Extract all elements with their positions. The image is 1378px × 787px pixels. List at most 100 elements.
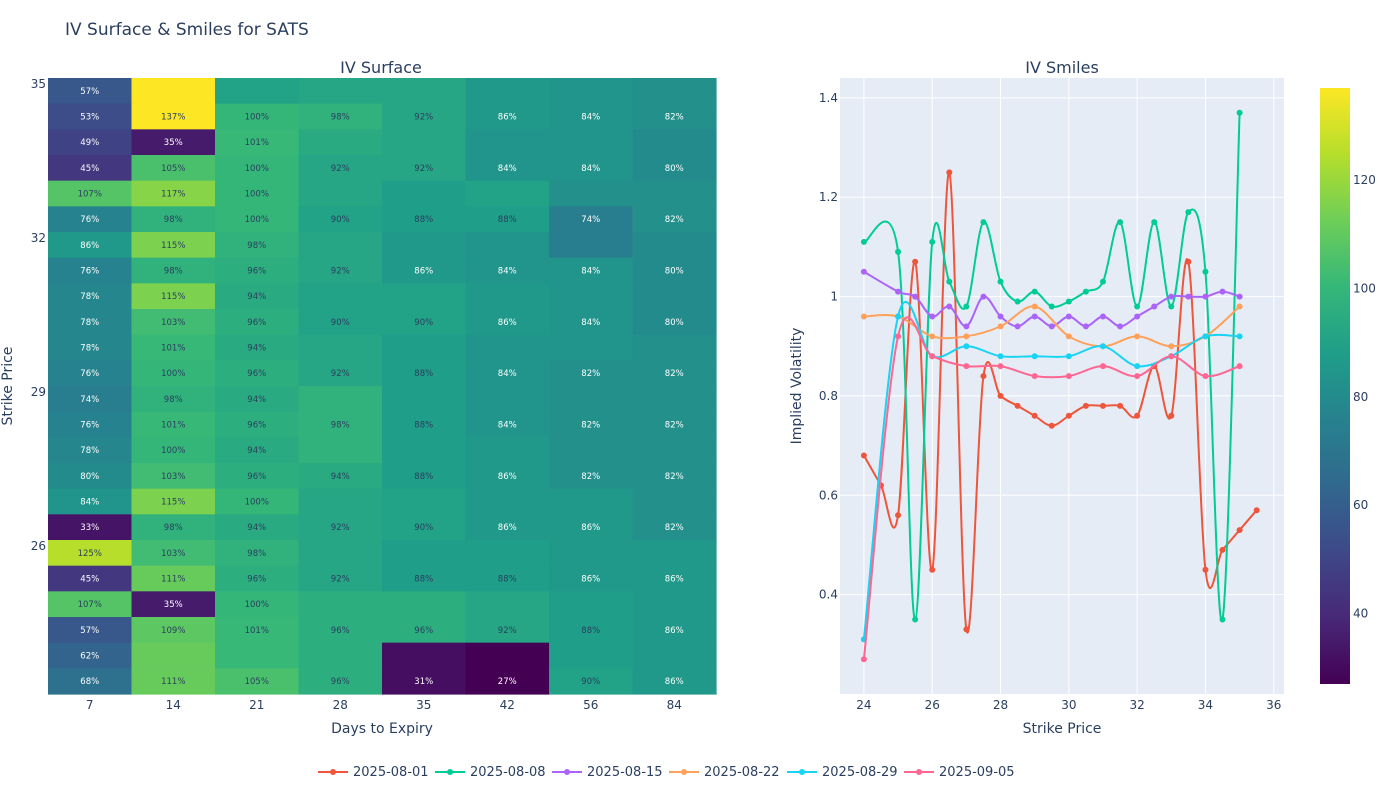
heatmap-cell (48, 334, 133, 361)
smile-point (1065, 353, 1072, 360)
heatmap-y-tick: 26 (31, 539, 46, 553)
heatmap-cell-label: 88% (414, 215, 433, 225)
heatmap-cell (382, 463, 467, 490)
heatmap-cell (382, 129, 467, 156)
heatmap-title: IV Surface (340, 58, 422, 77)
heatmap-cell (465, 129, 550, 156)
legend-item[interactable]: 2025-08-29 (787, 763, 898, 781)
heatmap-cell-label: 125% (78, 549, 102, 559)
heatmap-cell (465, 437, 550, 464)
heatmap-cell (48, 309, 133, 336)
smile-series-2025-08-22 (860, 303, 1243, 350)
colorbar-tick: 40 (1353, 607, 1368, 621)
heatmap-cell-label: 90% (331, 215, 350, 225)
heatmap-cell-label: 88% (414, 369, 433, 379)
heatmap-cell (549, 180, 634, 207)
heatmap-cell-label: 84% (498, 164, 517, 174)
smile-point (963, 323, 970, 330)
heatmap-cell (298, 129, 383, 156)
heatmap-cell-label: 78% (80, 318, 99, 328)
smile-point (1082, 323, 1089, 330)
heatmap-cell (465, 488, 550, 515)
heatmap-cell (298, 206, 383, 233)
legend-item[interactable]: 2025-08-01 (318, 763, 429, 781)
heatmap-cell (632, 437, 717, 464)
heatmap-cell-label: 98% (164, 215, 183, 225)
axes: 7 14 21 28 35 42 56 84 35 32 29 26 24 26 28 30 32 34 36 0.4… (31, 77, 1282, 712)
heatmap-cell-label: 76% (80, 215, 99, 225)
legend-swatch (787, 763, 817, 781)
smiles-x-axis-title: Strike Price (1022, 721, 1102, 737)
heatmap-cell-label: 57% (80, 87, 99, 97)
heatmap-cell (465, 617, 550, 644)
heatmap-cell (131, 642, 216, 669)
heatmap-cell (549, 488, 634, 515)
heatmap-cell (48, 129, 133, 156)
heatmap-cell (549, 591, 634, 618)
heatmap-cell-label: 96% (247, 575, 266, 585)
heatmap-cell (465, 540, 550, 567)
legend-item[interactable]: 2025-08-08 (435, 763, 546, 781)
smile-point (929, 566, 936, 573)
heatmap-cell (465, 411, 550, 438)
smile-point (860, 452, 867, 459)
smile-point (946, 278, 953, 285)
smile-point (1236, 527, 1243, 534)
smile-point (860, 238, 867, 245)
heatmap-cell (48, 668, 133, 695)
heatmap-cell (298, 78, 383, 105)
heatmap-cell-label: 86% (665, 677, 684, 687)
smile-point (1031, 412, 1038, 419)
heatmap-cell-label: 84% (581, 267, 600, 277)
heatmap-cell-label: 96% (247, 472, 266, 482)
heatmap-cell (549, 257, 634, 284)
heatmap-cell (465, 668, 550, 695)
heatmap-y-tick: 32 (31, 231, 46, 245)
heatmap-x-tick: 84 (667, 698, 682, 712)
legend-item[interactable]: 2025-08-15 (552, 763, 663, 781)
heatmap-cell (131, 257, 216, 284)
smile-point (980, 373, 987, 380)
heatmap-cell (215, 78, 300, 105)
heatmap-cell (131, 437, 216, 464)
heatmap-cell (131, 540, 216, 567)
heatmap-cell-label: 98% (247, 549, 266, 559)
heatmap-cell (298, 180, 383, 207)
heatmap: 57% 53% 137% 100% 98% 92% 86% 84% 82% 49% 35% 101% 4… (48, 78, 717, 695)
colorbar: 40 60 80 100 120 (1320, 88, 1376, 684)
heatmap-x-tick: 7 (86, 698, 94, 712)
heatmap-cell-label: 88% (414, 421, 433, 431)
smile-point (1219, 546, 1226, 553)
heatmap-cell (632, 103, 717, 130)
heatmap-cell-label: 84% (498, 267, 517, 277)
smile-point (1048, 323, 1055, 330)
heatmap-cell (48, 514, 133, 541)
heatmap-cell-label: 90% (331, 318, 350, 328)
heatmap-cell (632, 411, 717, 438)
heatmap-cell (632, 360, 717, 387)
heatmap-cell-label: 98% (331, 113, 350, 123)
heatmap-cell (215, 309, 300, 336)
heatmap-cell (48, 617, 133, 644)
smiles-x-tick: 28 (993, 698, 1008, 712)
heatmap-cell (131, 488, 216, 515)
heatmap-cell (48, 437, 133, 464)
heatmap-cell-label: 82% (665, 472, 684, 482)
heatmap-cell (632, 463, 717, 490)
legend-item[interactable]: 2025-09-05 (904, 763, 1015, 781)
heatmap-cell (48, 591, 133, 618)
smile-point (1099, 313, 1106, 320)
heatmap-cell (298, 103, 383, 130)
heatmap-cell (549, 129, 634, 156)
heatmap-cell-label: 80% (665, 164, 684, 174)
legend-item[interactable]: 2025-08-22 (669, 763, 780, 781)
heatmap-cell (215, 283, 300, 310)
heatmap-cell-label: 98% (331, 421, 350, 431)
smile-point (946, 303, 953, 310)
heatmap-cell (632, 540, 717, 567)
heatmap-cell (131, 129, 216, 156)
heatmap-cell-label: 90% (581, 677, 600, 687)
heatmap-cell (48, 283, 133, 310)
smile-series-2025-09-05 (860, 316, 1243, 663)
heatmap-cell-label: 80% (665, 318, 684, 328)
